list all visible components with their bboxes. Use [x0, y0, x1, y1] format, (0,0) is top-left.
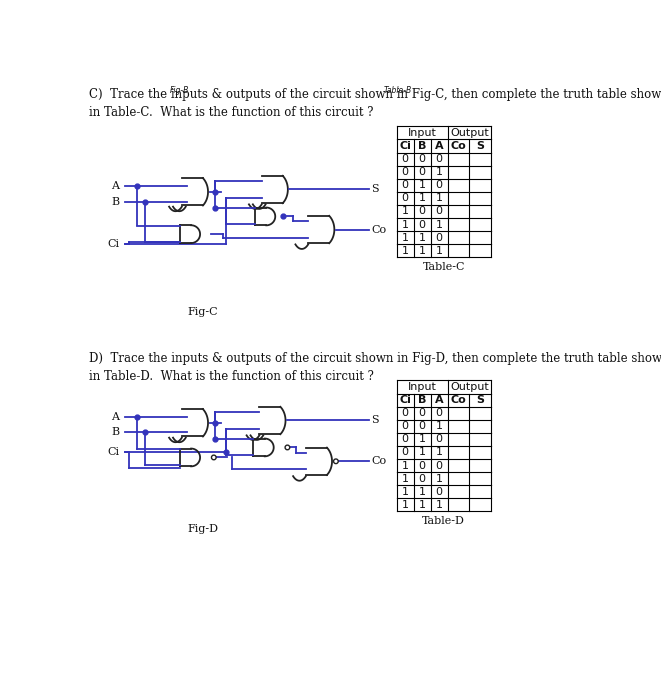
Text: Fig-D: Fig-D	[187, 524, 218, 534]
Text: 1: 1	[418, 435, 426, 444]
Text: 0: 0	[436, 461, 443, 470]
Text: A: A	[435, 141, 444, 151]
Text: S: S	[371, 185, 379, 195]
Text: Input: Input	[408, 128, 436, 138]
Text: 1: 1	[401, 232, 408, 243]
Text: 0: 0	[436, 486, 443, 497]
Text: Output: Output	[450, 128, 488, 138]
Text: 0: 0	[401, 408, 408, 418]
Text: 0: 0	[401, 435, 408, 444]
Text: 0: 0	[418, 461, 426, 470]
Text: Co: Co	[451, 141, 467, 151]
Text: 1: 1	[401, 246, 408, 256]
Text: Fig-B: Fig-B	[169, 85, 189, 94]
Circle shape	[334, 459, 338, 463]
Text: 0: 0	[418, 421, 426, 431]
Text: A: A	[435, 395, 444, 405]
Text: Ci: Ci	[399, 141, 411, 151]
Text: Co: Co	[451, 395, 467, 405]
Text: 0: 0	[401, 154, 408, 164]
Text: D)  Trace the inputs & outputs of the circuit shown in Fig-D, then complete the : D) Trace the inputs & outputs of the cir…	[89, 352, 661, 383]
Text: A: A	[111, 181, 119, 190]
Text: 1: 1	[436, 500, 443, 510]
Text: 0: 0	[436, 154, 443, 164]
Text: 0: 0	[401, 447, 408, 457]
Text: 1: 1	[436, 193, 443, 203]
Text: 1: 1	[418, 181, 426, 190]
Text: Fig-C: Fig-C	[188, 307, 218, 317]
Text: Co: Co	[371, 225, 386, 235]
Text: 0: 0	[436, 435, 443, 444]
Text: Output: Output	[450, 382, 488, 392]
Text: 0: 0	[418, 408, 426, 418]
Text: S: S	[371, 416, 379, 426]
Text: 1: 1	[436, 447, 443, 457]
Text: B: B	[418, 141, 426, 151]
Text: 1: 1	[401, 486, 408, 497]
Text: Table-D: Table-D	[422, 516, 465, 526]
Text: S: S	[476, 395, 485, 405]
Text: S: S	[476, 141, 485, 151]
Circle shape	[285, 445, 290, 450]
Text: B: B	[111, 197, 119, 206]
Text: 0: 0	[418, 167, 426, 177]
Text: 1: 1	[401, 474, 408, 484]
Text: B: B	[418, 395, 426, 405]
Text: Ci: Ci	[107, 447, 119, 457]
Text: 1: 1	[401, 500, 408, 510]
Text: 0: 0	[401, 167, 408, 177]
Text: 1: 1	[401, 220, 408, 230]
Text: 0: 0	[418, 474, 426, 484]
Text: A: A	[111, 412, 119, 421]
Text: Table-C: Table-C	[422, 262, 465, 272]
Text: 0: 0	[401, 421, 408, 431]
Text: 0: 0	[436, 232, 443, 243]
Text: 1: 1	[436, 246, 443, 256]
Text: 1: 1	[436, 474, 443, 484]
Text: 1: 1	[418, 500, 426, 510]
Text: 1: 1	[401, 461, 408, 470]
Text: 1: 1	[418, 232, 426, 243]
Text: 1: 1	[418, 486, 426, 497]
Text: Ci: Ci	[107, 239, 119, 249]
Text: 0: 0	[436, 181, 443, 190]
Text: 0: 0	[418, 154, 426, 164]
Text: Table-B: Table-B	[383, 85, 412, 94]
Text: 1: 1	[418, 246, 426, 256]
Text: Ci: Ci	[399, 395, 411, 405]
Text: C)  Trace the inputs & outputs of the circuit shown in Fig-C, then complete the : C) Trace the inputs & outputs of the cir…	[89, 88, 661, 119]
Text: 1: 1	[418, 447, 426, 457]
Text: 0: 0	[401, 181, 408, 190]
Text: 0: 0	[436, 408, 443, 418]
Text: 1: 1	[436, 220, 443, 230]
Text: Co: Co	[371, 456, 386, 466]
Text: Input: Input	[408, 382, 436, 392]
Text: 0: 0	[418, 220, 426, 230]
Text: 1: 1	[436, 167, 443, 177]
Text: B: B	[111, 427, 119, 437]
Text: 0: 0	[418, 206, 426, 216]
Text: 1: 1	[418, 193, 426, 203]
Text: 0: 0	[401, 193, 408, 203]
Text: 1: 1	[436, 421, 443, 431]
Circle shape	[212, 455, 216, 460]
Text: 0: 0	[436, 206, 443, 216]
Text: 1: 1	[401, 206, 408, 216]
